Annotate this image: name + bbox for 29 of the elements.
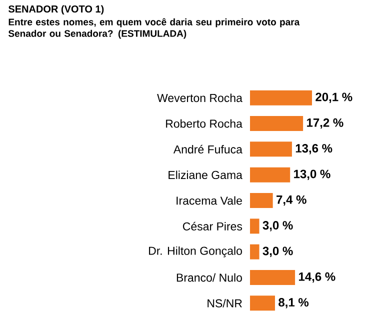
- bar: [250, 142, 292, 157]
- data-label: 3,0 %: [262, 246, 293, 257]
- bar: [250, 296, 275, 311]
- text: Entre estes nomes, em quem você daria seu primeiro voto para Senador ou Senadora? (ESTIMULADA): [8, 18, 300, 39]
- bar: [250, 218, 260, 234]
- data-label: 17,2 %: [307, 118, 344, 129]
- y-tick-label: Branco/ Nulo: [176, 273, 242, 282]
- data-label: 13,0 %: [294, 170, 330, 180]
- y-tick-label: André Fufuca: [173, 144, 242, 154]
- bar: [250, 167, 290, 182]
- bar: [250, 90, 312, 106]
- y-tick-label: César Pires: [182, 222, 242, 230]
- data-label: 20,1 %: [316, 92, 352, 103]
- y-tick-label: Dr. Hilton Gonçalo: [149, 246, 242, 258]
- y-tick-label: Iracema Vale: [176, 196, 242, 205]
- bar: [250, 116, 304, 132]
- text: SENADOR (VOTO 1): [8, 5, 104, 15]
- y-tick-label: Weverton Rocha: [157, 94, 242, 102]
- bar: [250, 193, 273, 208]
- bar: [250, 270, 296, 286]
- data-label: 3,0 %: [262, 221, 293, 232]
- data-label: 8,1 %: [278, 298, 309, 308]
- y-tick-label: Roberto Rocha: [166, 119, 242, 128]
- y-tick-label: NS/NR: [208, 298, 242, 308]
- data-label: 13,6 %: [296, 144, 332, 154]
- y-tick-label: Eliziane Gama: [168, 170, 242, 180]
- data-label: 7,4 %: [276, 195, 306, 206]
- data-label: 14,6 %: [298, 272, 336, 283]
- bar: [250, 244, 260, 260]
